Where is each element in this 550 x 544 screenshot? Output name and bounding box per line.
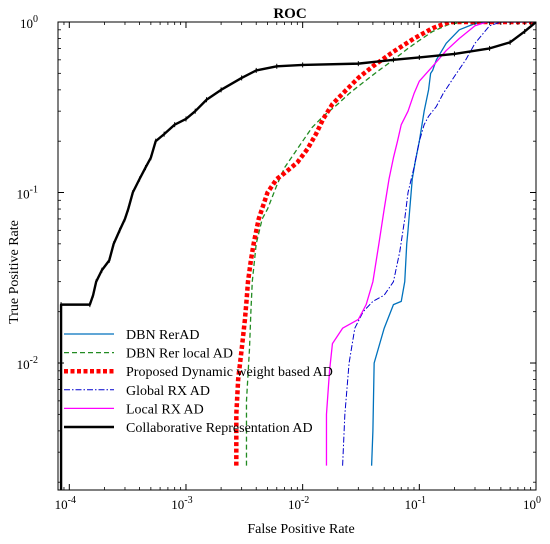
legend: DBN RerAD DBN Rer local AD Proposed Dynami… bbox=[64, 328, 333, 436]
y-tick-label-0: 10-2 bbox=[17, 355, 38, 372]
series-line-2 bbox=[245, 22, 536, 466]
y-tick-label-2: 100 bbox=[20, 14, 38, 31]
x-tick-label-2: 10-2 bbox=[288, 495, 309, 512]
x-tick-label-3: 10-1 bbox=[405, 495, 426, 512]
legend-label-6: Collaborative Representation AD bbox=[126, 421, 313, 436]
legend-label-1: DBN RerAD bbox=[126, 328, 200, 343]
series-line-6 bbox=[59, 22, 536, 490]
legend-label-5: Local RX AD bbox=[126, 402, 204, 417]
series-line-3 bbox=[234, 22, 536, 466]
series-layer bbox=[59, 22, 536, 490]
series-line-4 bbox=[342, 22, 536, 466]
x-axis-label: False Positive Rate bbox=[247, 522, 354, 537]
x-tick-label-1: 10-3 bbox=[171, 495, 192, 512]
series-line-1 bbox=[370, 22, 536, 466]
x-tick-label-0: 10-4 bbox=[55, 495, 76, 512]
tick-layer: 10-4 10-3 10-2 10-1 100 10-2 10-1 100 bbox=[17, 14, 541, 512]
legend-label-4: Global RX AD bbox=[126, 384, 210, 399]
chart-title: ROC bbox=[273, 6, 306, 22]
legend-label-2: DBN Rer local AD bbox=[126, 347, 233, 362]
y-axis-label: True Positive Rate bbox=[7, 220, 22, 324]
x-tick-label-4: 100 bbox=[523, 495, 541, 512]
legend-label-3: Proposed Dynamic weight based AD bbox=[126, 365, 333, 380]
y-tick-label-1: 10-1 bbox=[17, 185, 38, 202]
series-line-5 bbox=[325, 22, 536, 466]
